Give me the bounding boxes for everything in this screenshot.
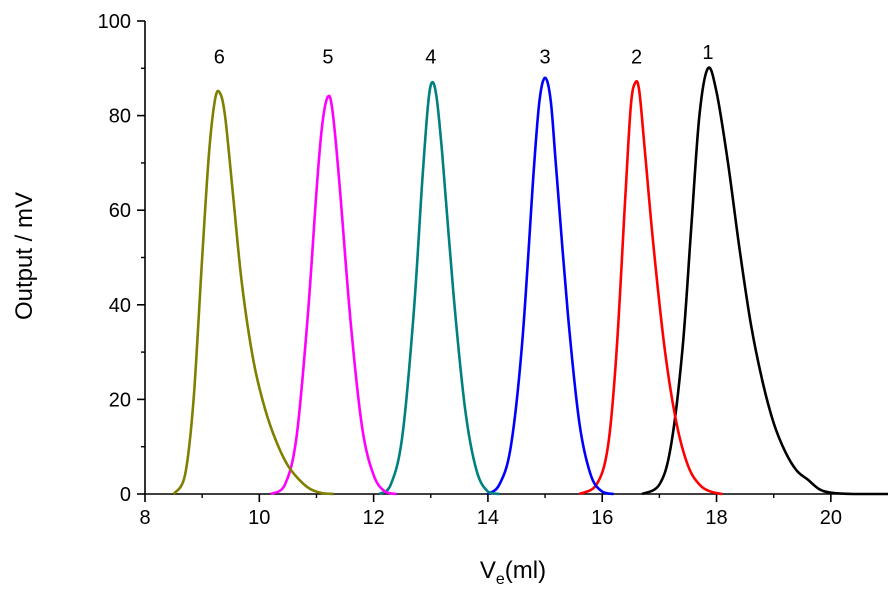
peak-label-5: 5 [322, 47, 333, 69]
y-tick-label: 40 [109, 295, 131, 317]
x-axis-title-tail: (ml) [505, 557, 546, 584]
series-line-6 [172, 89, 334, 496]
peak-label-1: 1 [702, 42, 713, 64]
y-axis-title: Output / mV [11, 192, 38, 320]
peak-label-6: 6 [214, 47, 225, 69]
x-tick-label: 12 [362, 507, 384, 529]
series-line-5 [269, 94, 397, 496]
y-tick-label: 20 [109, 389, 131, 411]
series-line-1 [641, 66, 888, 496]
series-layer [172, 66, 888, 496]
y-tick-label: 80 [109, 106, 131, 128]
series-line-2 [578, 79, 723, 496]
y-tick-label: 60 [109, 200, 131, 222]
x-axis-title-main: V [480, 557, 496, 584]
x-tick-label: 8 [139, 507, 150, 529]
x-tick-label: 16 [591, 507, 613, 529]
series-line-4 [378, 80, 500, 496]
x-axis-title-sub: e [496, 571, 505, 588]
x-axis-title: Ve(ml) [480, 557, 546, 588]
peak-label-4: 4 [425, 47, 436, 69]
peak-label-2: 2 [631, 47, 642, 69]
peak-label-3: 3 [540, 47, 551, 69]
y-tick-label: 0 [120, 484, 131, 506]
x-tick-label: 14 [477, 507, 499, 529]
x-tick-label: 20 [820, 507, 842, 529]
x-tick-label: 18 [705, 507, 727, 529]
series-line-3 [487, 76, 614, 496]
x-tick-label: 10 [248, 507, 270, 529]
peak-labels: 6 5 4 3 2 1 [214, 42, 714, 69]
y-tick-label: 100 [98, 11, 131, 33]
